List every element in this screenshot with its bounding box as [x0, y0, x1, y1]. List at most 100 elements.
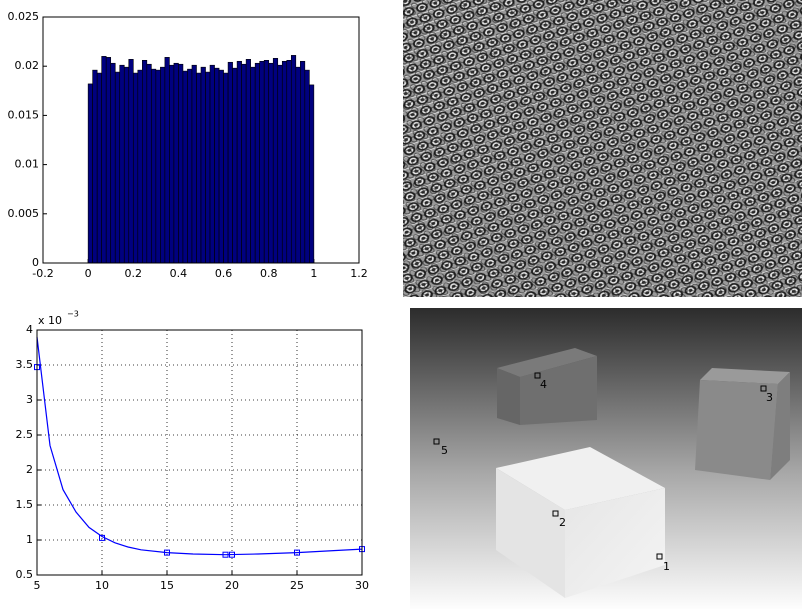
axes-frame: [36, 329, 363, 576]
marker: [222, 551, 229, 558]
bar: [191, 64, 197, 264]
bar: [263, 59, 270, 264]
bar: [209, 64, 215, 264]
bar: [245, 59, 251, 264]
bar: [214, 67, 220, 264]
bar: [169, 64, 175, 264]
y-tick-label: 4: [26, 323, 33, 336]
point-label: 1: [663, 560, 670, 573]
y-tick-label: 0.025: [8, 10, 40, 23]
y-tick-label: 0.02: [15, 59, 40, 72]
bar: [187, 68, 193, 264]
axes-frame: [42, 16, 360, 264]
bar: [155, 69, 161, 264]
point-marker: [656, 553, 663, 560]
bar: [295, 66, 301, 264]
point-marker: [534, 372, 541, 379]
plot-area: [37, 330, 362, 575]
bar: [268, 62, 274, 264]
bar: [164, 57, 170, 264]
noise-image: [403, 0, 802, 297]
bar: [173, 62, 179, 264]
point-marker: [433, 438, 440, 445]
x-tick-label: 0.4: [170, 267, 188, 280]
y-tick-label: 1.5: [16, 498, 34, 511]
bar: [114, 71, 121, 264]
y-tick-label: 0.01: [15, 158, 40, 171]
bar: [281, 60, 288, 264]
bar: [178, 63, 184, 264]
x-tick-label: 0.8: [260, 267, 278, 280]
x-tick-label: 0.2: [125, 267, 143, 280]
marker: [164, 549, 170, 556]
bar: [309, 84, 315, 264]
y-tick-label: 2.5: [16, 428, 34, 441]
bar: [128, 59, 134, 264]
y-tick-label: 0.005: [8, 207, 40, 220]
y-tick-label: 2: [26, 463, 33, 476]
x-tick-label: 10: [95, 579, 109, 592]
x-tick-label: 15: [160, 579, 174, 592]
bar: [160, 66, 166, 264]
x-tick-label: 1: [310, 267, 317, 280]
marker: [229, 551, 235, 558]
bar: [151, 68, 157, 264]
bar: [286, 59, 292, 264]
x-tick-label: 0: [85, 267, 92, 280]
bar: [304, 69, 310, 264]
bar: [205, 71, 211, 264]
bar: [200, 66, 206, 264]
y-tick-label: 3: [26, 393, 33, 406]
point-label: 3: [766, 391, 773, 404]
marker: [99, 534, 105, 541]
bar: [87, 83, 93, 264]
point-label: 2: [559, 516, 566, 529]
bar: [300, 60, 306, 264]
bar: [92, 69, 98, 264]
bar: [182, 70, 188, 264]
y-multiplier: x 10: [38, 314, 62, 327]
x-tick-label: 20: [225, 579, 239, 592]
bar: [236, 60, 242, 264]
bar: [250, 66, 256, 264]
bar: [254, 62, 260, 264]
bar: [110, 62, 116, 264]
point-marker: [552, 510, 559, 517]
line: [36, 336, 363, 556]
bar: [227, 61, 233, 264]
bar: [223, 72, 229, 264]
x-tick-label: -0.2: [32, 267, 53, 280]
bar: [101, 56, 107, 264]
bar: [272, 58, 279, 264]
bar: [132, 72, 139, 264]
bar: [232, 67, 238, 264]
y-tick-label: 3.5: [16, 358, 34, 371]
x-tick-label: 25: [290, 579, 304, 592]
bar: [241, 63, 247, 264]
bar: [218, 69, 224, 264]
bar: [196, 72, 202, 264]
point-label: 4: [540, 378, 547, 391]
y-multiplier-exponent: −3: [67, 310, 79, 319]
bar: [119, 64, 125, 264]
y-tick-label: 0: [32, 256, 39, 269]
bar: [96, 72, 102, 264]
x-tick-label: 30: [355, 579, 369, 592]
bar: [123, 66, 130, 264]
y-tick-label: 1: [26, 533, 33, 546]
bar: [277, 64, 283, 264]
depth-image: 1 2 3 4 5: [410, 308, 802, 609]
marker: [294, 549, 300, 556]
x-tick-label: 5: [34, 579, 41, 592]
y-tick-label: 0.015: [8, 108, 40, 121]
point-marker: [760, 385, 767, 392]
x-tick-label: 1.2: [350, 267, 368, 280]
bar: [137, 69, 143, 264]
bar: [105, 57, 112, 264]
y-tick-label: 0.5: [16, 568, 34, 581]
bar: [259, 60, 265, 264]
x-tick-label: 0.6: [215, 267, 233, 280]
bar: [142, 59, 148, 264]
